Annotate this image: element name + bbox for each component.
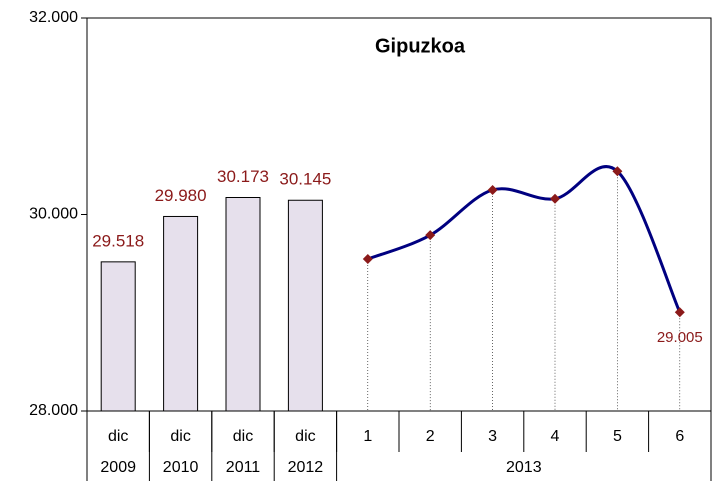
- x-tick-label: 2: [426, 428, 435, 445]
- x-tick-label: 4: [551, 428, 560, 445]
- group-label: 2011: [226, 459, 261, 476]
- y-tick-label: 30.000: [29, 206, 78, 223]
- value-label: 29.518: [92, 231, 144, 250]
- bar: [287, 199, 323, 412]
- value-label: 30.145: [279, 170, 331, 189]
- marker: [362, 254, 373, 265]
- group-label: 2013: [506, 459, 542, 476]
- bar: [163, 215, 199, 412]
- marker: [612, 166, 623, 177]
- x-tick-label: 5: [613, 428, 622, 445]
- marker: [550, 193, 560, 204]
- x-tick-label: 1: [363, 428, 372, 445]
- marker: [425, 230, 436, 241]
- bar: [100, 261, 136, 412]
- group-label: 2010: [163, 459, 199, 476]
- x-tick-label: dic: [295, 428, 315, 445]
- bar: [225, 197, 261, 412]
- value-label: 29.005: [657, 329, 703, 346]
- line: [367, 165, 682, 313]
- chart-title: Gipuzkoa: [375, 35, 466, 57]
- value-label: 29.980: [155, 186, 207, 205]
- marker: [487, 184, 498, 195]
- x-tick-label: 6: [675, 428, 684, 445]
- x-tick-label: dic: [170, 428, 190, 445]
- y-tick-label: 32.000: [29, 9, 78, 26]
- marker: [674, 307, 685, 318]
- x-tick-label: 3: [488, 428, 497, 445]
- x-tick-label: dic: [108, 428, 128, 445]
- x-tick-label: dic: [233, 428, 253, 445]
- y-tick-label: 28.000: [29, 402, 78, 419]
- value-label: 30.173: [217, 167, 269, 186]
- group-label: 2012: [288, 459, 324, 476]
- group-label: 2009: [100, 459, 136, 476]
